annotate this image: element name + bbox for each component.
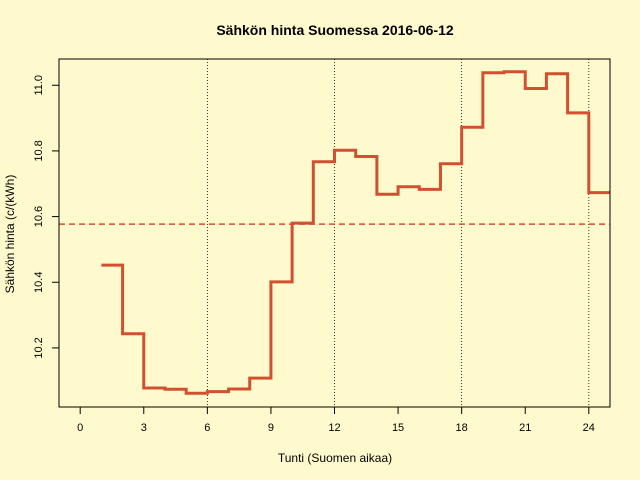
x-tick-label: 9: [268, 422, 274, 434]
y-axis-label: Sähkön hinta (c/(kWh): [3, 175, 17, 294]
y-tick-label: 10.4: [33, 272, 45, 293]
y-tick-label: 10.6: [33, 206, 45, 227]
y-tick-label: 10.8: [33, 140, 45, 161]
x-tick-label: 21: [519, 422, 531, 434]
chart-title: Sähkön hinta Suomessa 2016-06-12: [216, 22, 454, 38]
x-tick-label: 15: [392, 422, 404, 434]
y-tick-label: 11.0: [33, 75, 45, 96]
y-tick-label: 10.2: [33, 337, 45, 358]
x-tick-label: 0: [77, 422, 83, 434]
x-tick-label: 24: [583, 422, 595, 434]
x-axis: 0 3 6 9 12 15 18 21 24: [77, 406, 595, 434]
grid-lines: [206, 59, 590, 407]
series-line: [101, 70, 610, 395]
x-tick-label: 18: [456, 422, 468, 434]
x-tick-label: 6: [204, 422, 210, 434]
series-layer: [101, 70, 610, 395]
y-axis: 10.2 10.4 10.6 10.8 11.0: [33, 75, 60, 359]
x-tick-label: 3: [141, 422, 147, 434]
x-tick-label: 12: [328, 422, 340, 434]
x-axis-label: Tunti (Suomen aikaa): [278, 451, 392, 465]
